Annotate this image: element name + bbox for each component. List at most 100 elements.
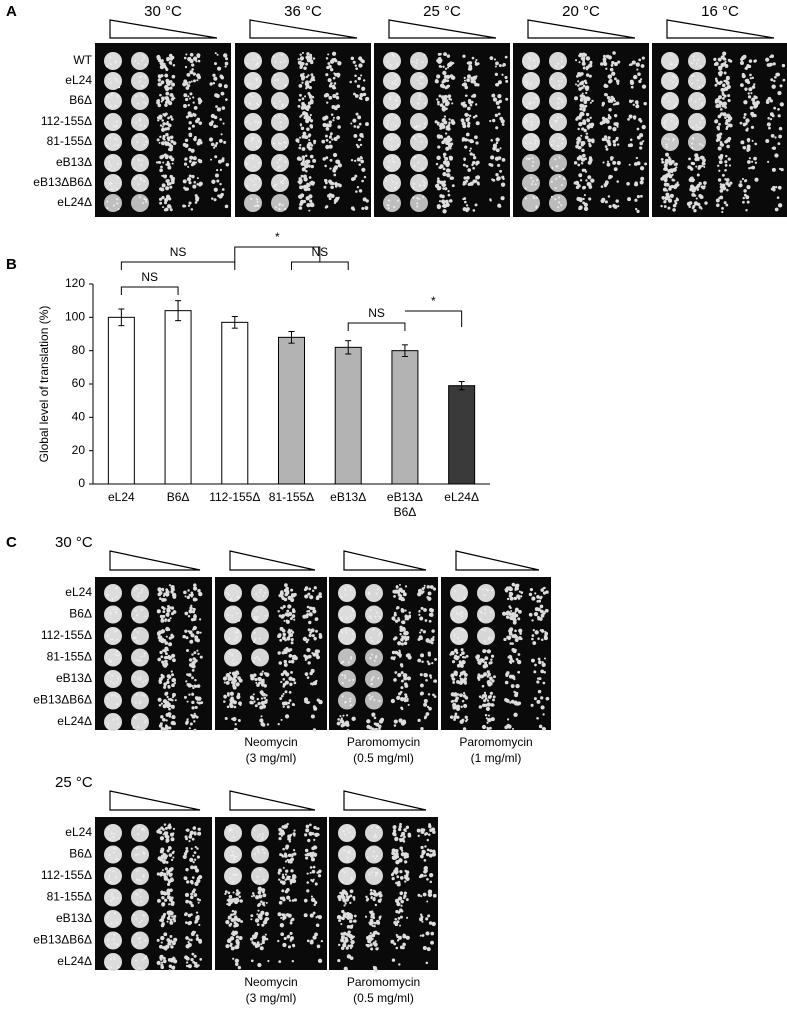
colony-dot [747, 92, 750, 95]
colony-dot [162, 206, 165, 209]
colony-dot [392, 829, 397, 833]
colony-dot [171, 82, 176, 87]
colony-dot [359, 93, 364, 98]
colony-dot [544, 608, 549, 613]
colony-dot [740, 140, 745, 145]
colony-dot [539, 604, 544, 609]
colony-dot [286, 895, 291, 900]
colony-dot [188, 920, 193, 925]
colony-dot [750, 92, 753, 95]
colony-dot [469, 152, 473, 156]
colony-dot [402, 839, 405, 842]
colony-dot [166, 100, 171, 104]
colony-spot [549, 194, 567, 212]
colony-dot [235, 889, 239, 893]
colony-speck [109, 837, 112, 840]
colony-dot [613, 99, 616, 103]
colony-dot [352, 920, 356, 923]
row-label: eL24Δ [57, 954, 92, 968]
colony-dot [393, 942, 397, 946]
colony-dot [438, 94, 442, 98]
colony-dot [371, 713, 375, 717]
colony-dot [308, 209, 311, 212]
colony-dot [742, 200, 745, 204]
colony-speck [274, 79, 277, 82]
colony-dot [395, 852, 399, 856]
colony-dot [278, 868, 282, 873]
colony-dot [214, 144, 218, 148]
colony-dot [309, 871, 312, 874]
colony-dot [431, 827, 436, 832]
colony-dot [517, 617, 521, 621]
colony-dot [374, 940, 377, 943]
colony-dot [773, 79, 776, 83]
colony-dot [463, 677, 468, 681]
condition-name: Neomycin [244, 975, 297, 989]
colony-speck [109, 56, 112, 59]
colony-speck [487, 637, 490, 640]
colony-dot [158, 160, 162, 164]
colony-dot [310, 895, 314, 898]
colony-dot [308, 55, 312, 58]
colony-dot [193, 961, 198, 966]
colony-speck [142, 873, 145, 876]
colony-dot [637, 72, 641, 76]
colony-dot [373, 921, 377, 925]
colony-speck [378, 700, 381, 703]
colony-dot [355, 143, 359, 147]
colony-dot [591, 99, 594, 103]
colony-speck [232, 836, 235, 839]
colony-dot [192, 826, 197, 830]
colony-speck [230, 854, 233, 857]
colony-dot [223, 681, 226, 684]
colony-dot [421, 851, 425, 856]
colony-dot [453, 714, 458, 719]
colony-dot [514, 638, 519, 642]
colony-dot [191, 876, 195, 879]
colony-dot [328, 84, 333, 88]
colony-dot [301, 155, 306, 159]
colony-speck [135, 693, 138, 696]
colony-speck [674, 63, 677, 66]
colony-dot [331, 138, 334, 141]
colony-speck [142, 85, 145, 88]
colony-speck [562, 168, 565, 171]
colony-dot [616, 143, 620, 146]
colony-dot [160, 100, 163, 103]
colony-dot [218, 159, 223, 164]
colony-speck [134, 609, 137, 612]
colony-speck [352, 632, 355, 635]
colony-speck [115, 610, 118, 613]
colony-dot [337, 718, 340, 721]
colony-dot [229, 936, 235, 941]
colony-dot [604, 137, 608, 142]
colony-speck [421, 167, 424, 170]
colony-dot [633, 116, 636, 120]
colony-dot [235, 670, 239, 675]
colony-speck [348, 831, 351, 834]
colony-dot [315, 629, 318, 633]
colony-dot [602, 54, 606, 58]
colony-speck [278, 204, 281, 207]
colony-speck [533, 64, 536, 67]
colony-speck [422, 134, 425, 137]
colony-dot [193, 720, 196, 723]
colony-dot [165, 838, 170, 843]
colony-speck [134, 716, 137, 719]
colony-dot [158, 704, 162, 707]
colony-dot [293, 829, 296, 832]
colony-dot [351, 716, 356, 721]
colony-speck [137, 659, 140, 662]
colony-dot [612, 160, 617, 165]
colony-dot [615, 199, 619, 203]
colony-dot [690, 167, 694, 171]
colony-dot [169, 935, 173, 938]
colony-dot [354, 64, 357, 67]
colony-dot [370, 921, 374, 925]
colony-dot [173, 97, 176, 100]
colony-dot [158, 197, 163, 201]
colony-speck [533, 135, 536, 138]
colony-dot [374, 903, 378, 907]
colony-dot [309, 595, 314, 600]
condition-concentration: (0.5 mg/ml) [353, 991, 414, 1005]
